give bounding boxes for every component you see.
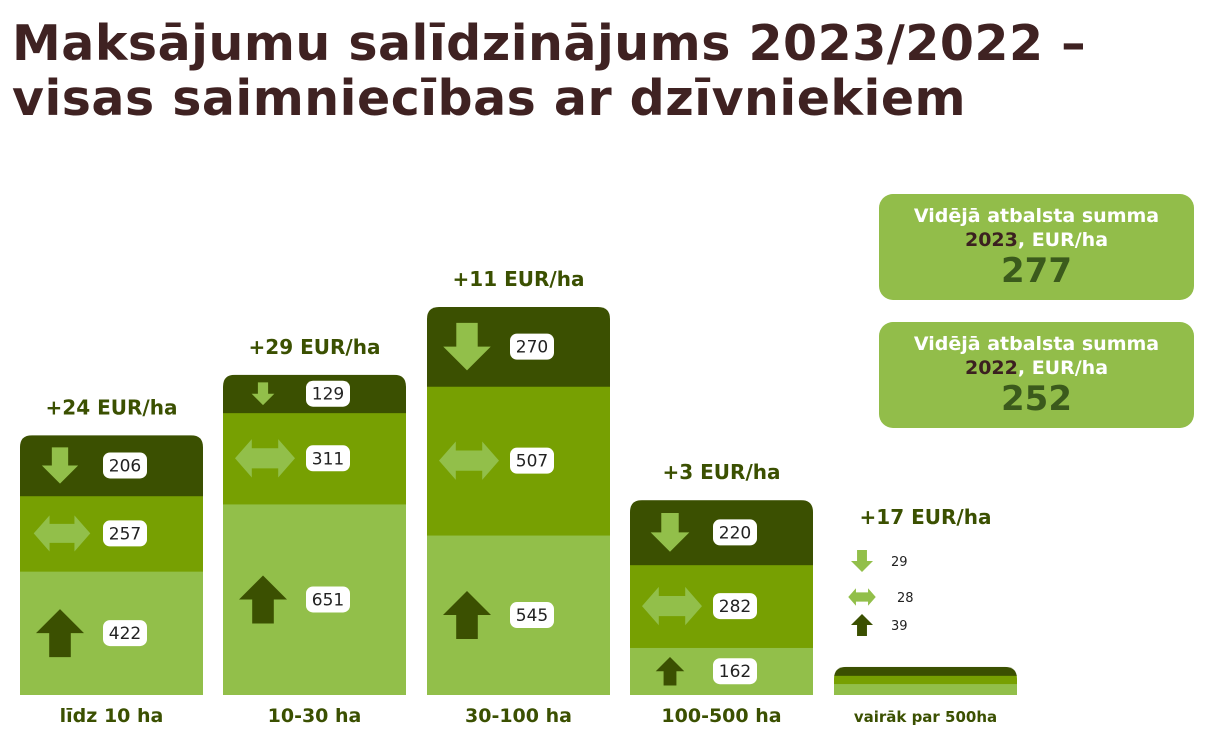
value-label-box — [713, 658, 757, 685]
arrow-down-icon — [851, 550, 873, 572]
arrow-down-icon — [41, 447, 79, 484]
value-label: 311 — [312, 449, 344, 469]
category-label: līdz 10 ha — [60, 705, 164, 727]
arrow-up-icon — [239, 575, 287, 624]
card-unit: , EUR/ha — [1017, 357, 1109, 379]
arrow-left-right-icon — [848, 588, 876, 606]
average-support-card-2023: Vidējā atbalsta summa 2023, EUR/ha 277 — [879, 194, 1194, 300]
category-label: 30-100 ha — [465, 705, 572, 727]
value-label: 651 — [312, 590, 344, 610]
value-label-box — [713, 519, 757, 546]
value-label: 270 — [516, 338, 548, 358]
bar-group: 545 507 270 +11 EUR/ha 30-100 ha — [427, 267, 610, 727]
value-label: 39 — [891, 619, 908, 634]
arrow-left-right-icon — [235, 439, 295, 478]
card-label-year-line: 2023, EUR/ha — [879, 228, 1194, 252]
card-value: 252 — [1001, 379, 1072, 419]
card-year: 2023 — [964, 229, 1018, 251]
value-label-box — [103, 452, 147, 479]
arrow-up-icon — [443, 591, 491, 640]
bar-group: 162 282 220 +3 EUR/ha 100-500 ha — [630, 460, 813, 727]
arrow-down-icon — [251, 382, 275, 406]
arrow-down-icon — [443, 322, 491, 371]
value-label: 162 — [719, 662, 751, 682]
average-support-card-2022: Vidējā atbalsta summa 2022, EUR/ha 252 — [879, 322, 1194, 428]
category-label: 10-30 ha — [268, 705, 362, 727]
bar-segment-up — [834, 683, 1017, 695]
delta-label: +17 EUR/ha — [860, 505, 992, 529]
title-line-1: Maksājumu salīdzinājums 2023/2022 – — [12, 15, 1087, 72]
value-label: 422 — [109, 624, 141, 644]
value-label-box — [713, 593, 757, 620]
card-value: 277 — [1001, 251, 1072, 291]
value-label-box — [306, 586, 350, 613]
arrow-left-right-icon — [33, 515, 91, 552]
arrow-down-icon — [650, 513, 690, 552]
category-label: 100-500 ha — [661, 705, 781, 727]
card-label: Vidējā atbalsta summa — [913, 333, 1160, 355]
card-unit: , EUR/ha — [1017, 229, 1109, 251]
value-label: 129 — [312, 385, 344, 405]
value-label: 257 — [109, 524, 141, 544]
delta-label: +29 EUR/ha — [249, 335, 381, 359]
delta-label: +3 EUR/ha — [663, 460, 781, 484]
bar-group: 422 257 206 +24 EUR/ha līdz 10 ha — [20, 395, 203, 727]
card-year: 2022 — [964, 357, 1018, 379]
value-label: 206 — [109, 456, 141, 476]
arrow-left-right-icon — [439, 441, 499, 480]
arrow-up-icon — [36, 609, 84, 658]
value-label: 29 — [891, 555, 908, 570]
category-label: vairāk par 500ha — [854, 708, 997, 726]
title-line-2: visas saimniecības ar dzīvniekiem — [12, 70, 967, 127]
bar-group: 651 311 129 +29 EUR/ha 10-30 ha — [223, 335, 406, 727]
value-label: 220 — [719, 523, 751, 543]
card-label: Vidējā atbalsta summa — [913, 205, 1160, 227]
value-label-box — [103, 620, 147, 647]
delta-label: +11 EUR/ha — [453, 267, 585, 291]
value-label: 282 — [719, 597, 751, 617]
arrow-up-icon — [655, 656, 685, 686]
value-label-box — [510, 333, 554, 360]
value-label-box — [103, 520, 147, 547]
value-label: 545 — [516, 606, 548, 626]
value-label: 28 — [897, 591, 914, 606]
page-title: Maksājumu salīdzinājums 2023/2022 – visa… — [12, 16, 1086, 126]
value-label-box — [510, 602, 554, 629]
bar-segment-down — [834, 666, 1017, 676]
arrow-left-right-icon — [642, 586, 702, 626]
value-label-box — [510, 447, 554, 474]
value-label-box — [306, 380, 350, 407]
bar-segment-same — [834, 675, 1017, 685]
bar-group: 29 28 39 +17 EUR/ha vairāk par 500ha — [834, 505, 1017, 726]
value-label-box — [306, 445, 350, 472]
card-label-year-line: 2022, EUR/ha — [879, 356, 1194, 380]
value-label: 507 — [516, 452, 548, 472]
delta-label: +24 EUR/ha — [46, 395, 178, 419]
arrow-up-icon — [851, 614, 873, 636]
